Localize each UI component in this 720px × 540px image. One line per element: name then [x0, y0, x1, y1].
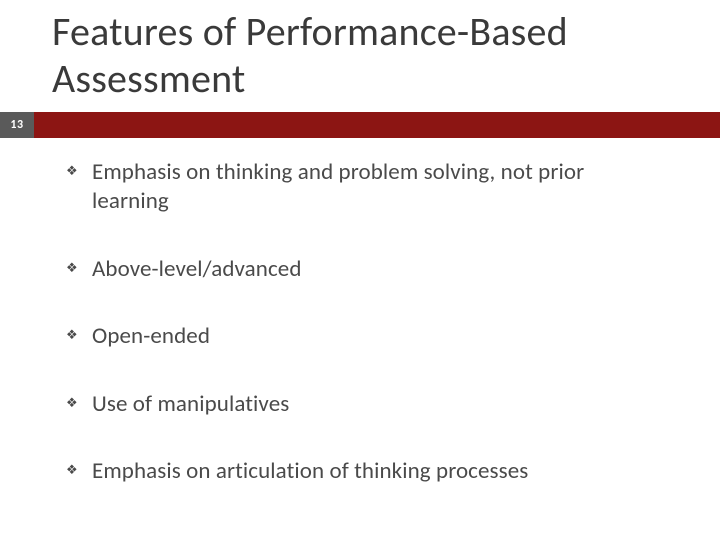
slide: Features of Performance-Based Assessment…: [0, 0, 720, 540]
slide-title: Features of Performance-Based Assessment: [52, 8, 692, 102]
diamond-bullet-icon: ❖: [66, 457, 92, 485]
list-item-text: Emphasis on thinking and problem solving…: [92, 158, 666, 217]
list-item: ❖ Use of manipulatives: [66, 390, 666, 419]
diamond-bullet-icon: ❖: [66, 158, 92, 186]
list-item: ❖ Above-level/advanced: [66, 255, 666, 284]
page-number-badge: 13: [0, 112, 34, 138]
list-item: ❖ Emphasis on thinking and problem solvi…: [66, 158, 666, 217]
list-item: ❖ Open-ended: [66, 322, 666, 351]
bullet-list: ❖ Emphasis on thinking and problem solvi…: [66, 158, 666, 525]
diamond-bullet-icon: ❖: [66, 255, 92, 283]
accent-ribbon: [0, 112, 720, 138]
list-item-text: Open-ended: [92, 322, 666, 351]
list-item-text: Above-level/advanced: [92, 255, 666, 284]
list-item-text: Use of manipulatives: [92, 390, 666, 419]
diamond-bullet-icon: ❖: [66, 390, 92, 418]
list-item: ❖ Emphasis on articulation of thinking p…: [66, 457, 666, 486]
diamond-bullet-icon: ❖: [66, 322, 92, 350]
list-item-text: Emphasis on articulation of thinking pro…: [92, 457, 666, 486]
